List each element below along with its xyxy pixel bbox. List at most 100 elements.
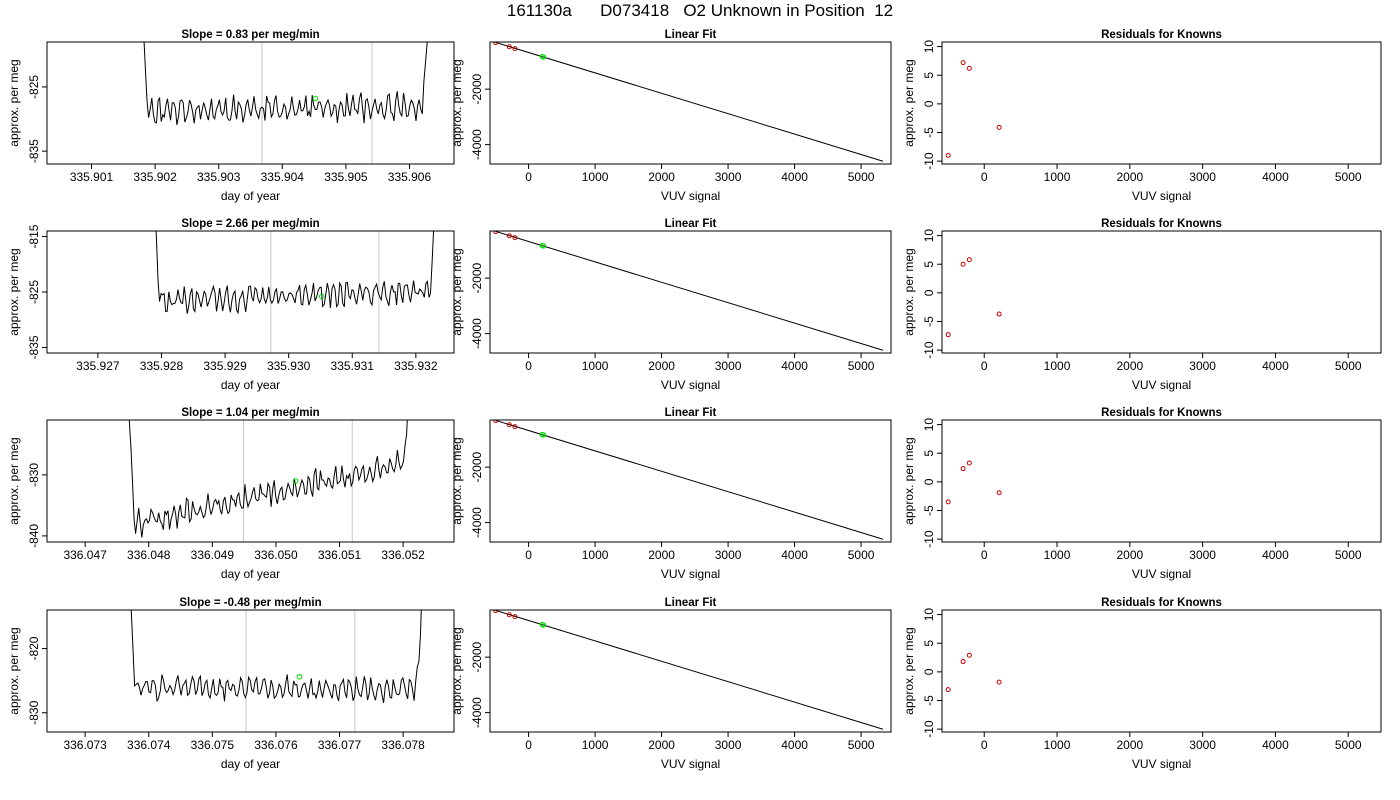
x-tick-label: 336.075 (191, 738, 235, 752)
fit-line (495, 610, 884, 730)
x-tick-label: 335.931 (331, 359, 375, 373)
x-tick-label: 336.078 (381, 738, 425, 752)
y-tick-label: -825 (27, 280, 41, 304)
unknown-mean-point (318, 293, 325, 300)
x-axis: 335.927 335.928 335.929 335.930 335.931 335.9… (76, 353, 438, 373)
x-tick-label: 0 (525, 548, 532, 562)
x-tick-label: 335.927 (76, 359, 120, 373)
x-axis: 335.901 335.902 335.903 335.904 335.905 335.9… (70, 164, 431, 184)
x-tick-label: 1000 (1044, 359, 1071, 373)
y-tick-label: -840 (27, 524, 41, 548)
x-tick-label: 2000 (648, 170, 675, 184)
y-tick-label: -4000 (470, 129, 484, 160)
residual-point (966, 65, 972, 71)
y-tick-label: 5 (922, 261, 936, 268)
y-tick-label: -2000 (470, 73, 484, 104)
y-axis: -4000 -2000 (470, 73, 490, 160)
chart-title: Slope = 2.66 per meg/min (181, 218, 319, 230)
plot-area (493, 42, 884, 162)
plot-area (493, 610, 884, 730)
x-tick-label: 0 (981, 548, 988, 562)
y-tick-label: -2000 (470, 641, 484, 672)
y-axis: -835 -825 (27, 75, 47, 163)
plot-area (130, 610, 422, 732)
known-point (512, 235, 518, 241)
fit-line (495, 42, 884, 162)
residual-point (996, 311, 1002, 317)
x-tick-label: 1000 (582, 738, 609, 752)
x-axis: 0 1000 2000 3000 4000 5000 (525, 353, 875, 373)
known-point (506, 612, 512, 618)
residual-point (960, 261, 966, 267)
chart-title: Residuals for Knowns (1101, 29, 1222, 41)
plot-frame (489, 41, 892, 165)
y-tick-label: -820 (27, 636, 41, 660)
plot-area (945, 257, 1002, 338)
residual-point (996, 490, 1002, 496)
y-tick-label: -10 (922, 530, 936, 548)
y-tick-label: 10 (922, 40, 936, 54)
y-tick-label: -825 (27, 75, 41, 99)
x-tick-label: 4000 (1262, 359, 1289, 373)
known-point (512, 614, 518, 620)
known-point (493, 610, 499, 614)
plot-area (143, 42, 428, 164)
x-tick-label: 336.048 (127, 548, 171, 562)
x-tick-label: 2000 (648, 359, 675, 373)
y-tick-label: -835 (27, 139, 41, 163)
x-tick-label: 2000 (1116, 359, 1143, 373)
plot-area (128, 420, 408, 542)
residual-point (966, 460, 972, 466)
chart-title: Slope = 0.83 per meg/min (181, 29, 319, 41)
data-trace-line (128, 420, 408, 538)
y-tick-label: 10 (922, 418, 936, 432)
y-axis: -4000 -2000 (470, 262, 490, 349)
chart-title: Linear Fit (665, 407, 717, 419)
x-tick-label: 1000 (582, 359, 609, 373)
chart-title: Linear Fit (665, 597, 717, 609)
x-tick-label: 335.904 (261, 170, 305, 184)
y-tick-label: -5 (922, 505, 936, 516)
x-tick-label: 335.905 (324, 170, 368, 184)
x-tick-label: 5000 (848, 359, 875, 373)
plot-area (945, 460, 1002, 505)
y-axis: -4000 -2000 (470, 641, 490, 728)
x-tick-label: 3000 (1189, 738, 1216, 752)
x-tick-label: 4000 (781, 170, 808, 184)
x-tick-label: 335.901 (70, 170, 114, 184)
y-tick-label: 0 (922, 668, 936, 675)
x-tick-label: 5000 (1335, 359, 1362, 373)
y-axis-label: approx. per meg (450, 437, 464, 524)
x-axis-label: day of year (221, 567, 280, 581)
x-tick-label: 336.077 (318, 738, 362, 752)
chart-title: Linear Fit (665, 218, 717, 230)
x-tick-label: 1000 (1044, 738, 1071, 752)
data-trace-line (155, 231, 435, 315)
plot-area (945, 60, 1002, 158)
fit-line (495, 420, 884, 540)
x-axis-label: VUV signal (1132, 189, 1191, 203)
y-tick-label: 10 (922, 229, 936, 243)
y-axis: -10 -5 0 5 10 (922, 40, 942, 170)
y-axis-label: approx. per meg (7, 437, 21, 524)
x-tick-label: 336.073 (63, 738, 107, 752)
y-tick-label: 5 (922, 72, 936, 79)
y-tick-label: -830 (27, 700, 41, 724)
residual-point (966, 652, 972, 658)
y-axis: -830 -820 (27, 636, 47, 725)
known-point (506, 44, 512, 50)
y-axis: -835 -825 -815 (27, 224, 47, 359)
x-tick-label: 5000 (1335, 738, 1362, 752)
x-axis-label: VUV signal (1132, 378, 1191, 392)
plot-frame (46, 419, 455, 543)
plot-frame (489, 230, 892, 354)
y-tick-label: -5 (922, 127, 936, 138)
y-axis-label: approx. per meg (902, 59, 916, 146)
x-tick-label: 5000 (848, 170, 875, 184)
plot-frame (941, 230, 1382, 354)
x-tick-label: 0 (525, 359, 532, 373)
x-tick-label: 335.928 (140, 359, 184, 373)
